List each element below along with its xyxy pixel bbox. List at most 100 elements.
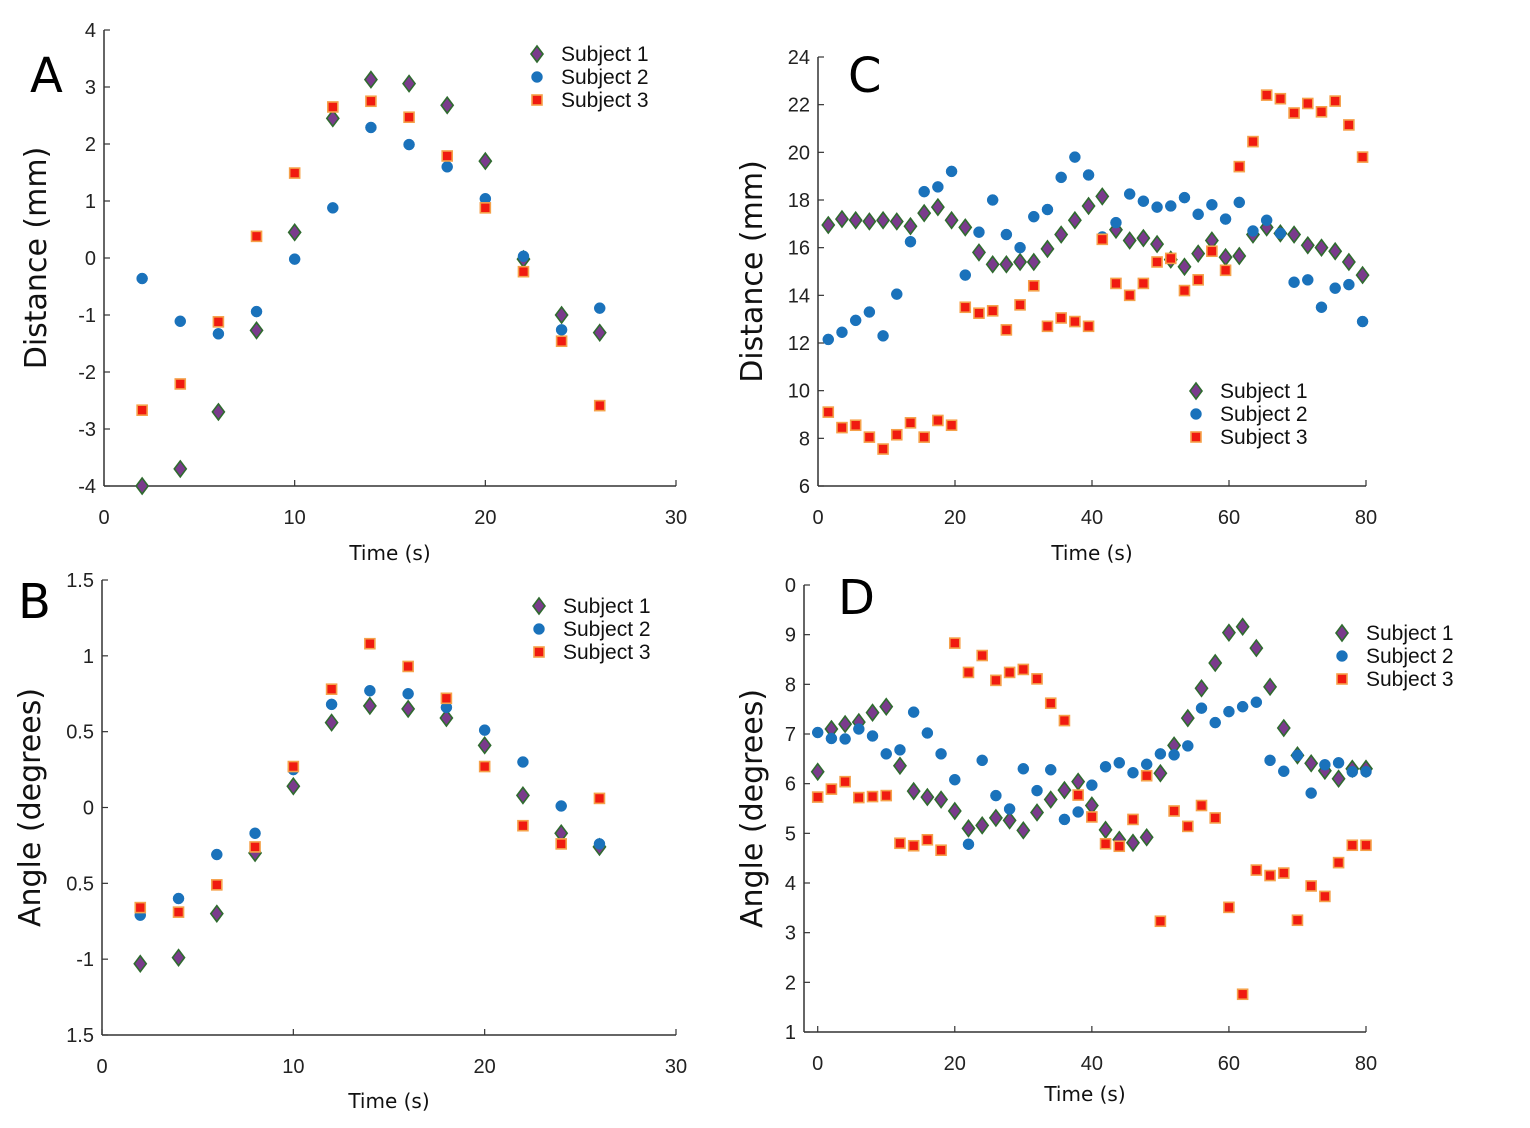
data-point [171,948,186,967]
y-tick-label: 1 [85,191,96,213]
data-point [1123,188,1136,200]
x-tick-label: 60 [1218,1053,1240,1075]
x-tick-label: 40 [1081,1053,1103,1075]
data-point [1150,234,1165,254]
data-point [1017,763,1030,775]
data-point [1086,779,1098,791]
data-point [365,95,377,108]
data-point [325,698,338,711]
y-tick-label: -1 [76,949,94,971]
data-point [877,330,889,342]
data-point [1250,864,1263,876]
data-point [1319,759,1331,771]
x-tick-label: 0 [812,1053,823,1075]
x-tick-label: 20 [944,507,966,529]
data-point [934,790,949,809]
legend-entry-label: Subject 2 [561,66,649,89]
legend-entry-label: Subject 2 [563,618,651,641]
data-point [1044,764,1057,776]
data-point [1000,324,1013,336]
data-point [478,724,491,736]
data-point [821,215,836,235]
data-point [365,121,377,134]
data-point [1123,289,1136,302]
data-point [174,315,187,328]
data-point [517,250,530,263]
data-point [1247,225,1259,237]
data-point [1208,653,1223,673]
data-point [1278,765,1290,777]
legend-marker-diamond-icon [530,44,544,64]
data-point [1343,278,1355,291]
x-tick-label: 60 [1218,507,1240,529]
data-point [287,223,302,242]
data-point [1030,803,1045,822]
y-tick-label: 0 [785,575,796,597]
data-point [363,70,378,89]
data-point [889,212,904,231]
data-point [825,783,838,795]
data-point [1113,757,1126,769]
series-subject-2 [822,151,1369,346]
data-point [1058,813,1071,826]
data-point [894,837,906,850]
data-point [853,723,865,735]
data-point [1043,790,1058,809]
data-point [1031,673,1043,685]
data-point [325,683,338,696]
data-point [1277,867,1290,879]
y-tick-label: 0.5 [66,722,94,744]
data-point [907,839,920,852]
data-point [839,733,851,745]
y-axis-label: Angle (degrees) [13,688,48,927]
data-point [1233,160,1246,173]
data-point [918,185,930,198]
data-point [1195,799,1208,812]
series-subject-2 [811,696,1372,851]
data-point [1209,812,1222,824]
series-subject-2 [134,684,606,921]
data-point [945,419,958,432]
data-point [917,203,932,223]
data-point [477,735,492,755]
data-point [1003,666,1016,679]
data-point [1274,92,1287,105]
data-point [555,324,568,336]
legend-marker-circle-icon [533,623,545,635]
data-point [211,402,226,422]
data-point [515,786,530,805]
data-point [811,726,824,739]
data-point [593,302,606,314]
data-point [961,819,976,838]
data-point [1014,241,1026,254]
data-point [1028,210,1040,223]
data-point [921,833,934,846]
data-point [1026,252,1041,272]
data-point [440,95,455,115]
data-point [1182,740,1194,752]
data-point [1014,299,1026,311]
data-point [1315,301,1328,313]
data-point [1331,769,1346,789]
data-point [1264,754,1276,767]
data-point [1136,228,1151,248]
data-point [1096,233,1109,246]
data-point [1302,274,1314,286]
data-point [1003,803,1016,815]
data-point [133,954,148,974]
data-point [1140,769,1153,782]
data-point [1301,97,1314,110]
data-point [853,791,865,804]
data-point [1168,805,1180,817]
data-point [988,808,1003,828]
legend-marker-diamond-icon [532,596,546,616]
data-point [1151,256,1163,268]
data-point [1236,988,1249,1001]
data-point [212,328,225,340]
data-point [1360,839,1372,852]
data-point [1072,789,1084,801]
data-point [976,754,988,767]
data-point [1260,89,1273,101]
legend-entry-label: Subject 3 [561,89,649,112]
data-point [877,443,889,455]
